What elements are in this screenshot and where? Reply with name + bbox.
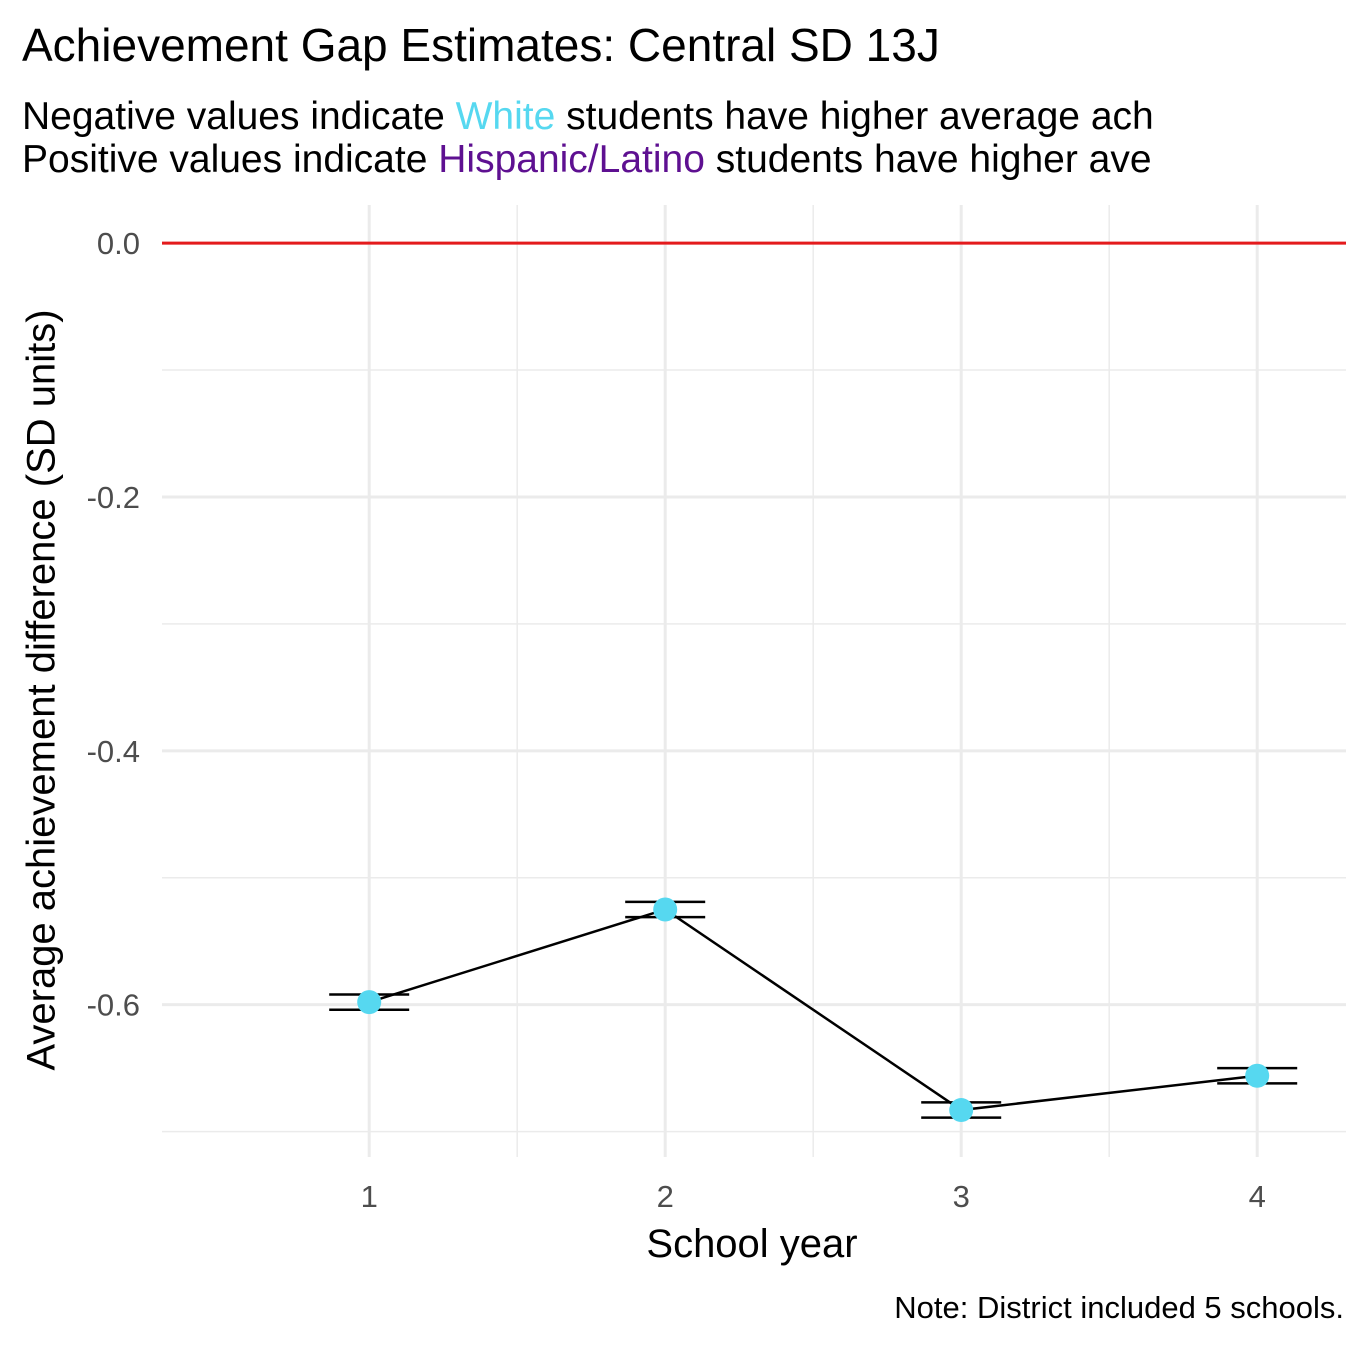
x-tick-label: 2: [657, 1179, 674, 1214]
series-layer: [329, 897, 1298, 1123]
subtitle-line-1: Negative values indicate White students …: [22, 97, 1154, 136]
subtitle-2-before: Positive values indicate: [22, 138, 439, 181]
subtitle-2-after: students have higher ave: [704, 138, 1152, 181]
caption-note: Note: District included 5 schools.: [894, 1290, 1344, 1325]
subtitle-hispanic-highlight: Hispanic/Latino: [438, 138, 705, 181]
data-point: [653, 897, 678, 922]
tick-layer: 1 2 3 4 0.0 -0.2 -0.4 -0.6: [87, 226, 1266, 1214]
subtitle-white-highlight: White: [455, 95, 556, 138]
subtitle-1-before: Negative values indicate: [22, 95, 456, 138]
data-point: [1245, 1063, 1270, 1088]
x-tick-label: 1: [361, 1179, 378, 1214]
x-axis-label: School year: [646, 1222, 858, 1266]
chart-title: Achievement Gap Estimates: Central SD 13…: [22, 19, 940, 71]
y-tick-label: -0.2: [87, 480, 140, 515]
series-line: [368, 908, 1258, 1112]
subtitle-line-2: Positive values indicate Hispanic/Latino…: [22, 140, 1152, 179]
data-point: [357, 990, 382, 1015]
x-tick-label: 3: [953, 1179, 970, 1214]
y-tick-label: 0.0: [97, 226, 140, 261]
grid-layer: [162, 205, 1346, 1157]
y-axis-label: Average achievement difference (SD units…: [19, 309, 64, 1071]
data-point: [949, 1098, 974, 1123]
y-tick-label: -0.4: [87, 734, 140, 769]
y-tick-label: -0.6: [87, 988, 140, 1023]
subtitle-1-after: students have higher average ach: [555, 95, 1154, 138]
x-tick-label: 4: [1249, 1179, 1266, 1214]
